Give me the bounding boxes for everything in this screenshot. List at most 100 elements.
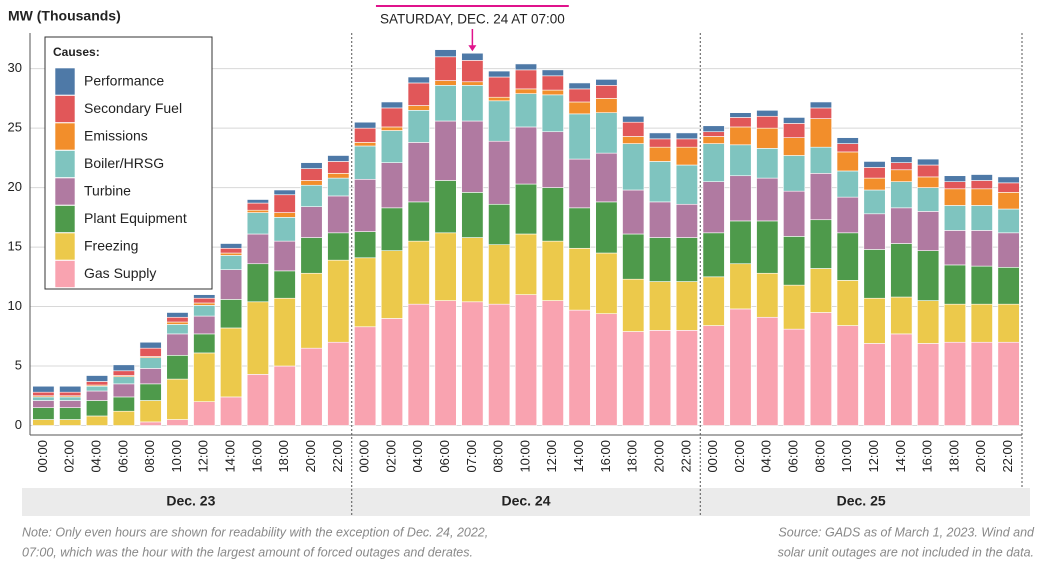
- bar-segment: [809, 118, 832, 148]
- bar-segment: [514, 69, 538, 90]
- bar-segment: [970, 174, 993, 181]
- bar-segment: [380, 126, 403, 131]
- bar-segment: [193, 294, 216, 299]
- bar-segment: [675, 281, 698, 331]
- bar-segment: [729, 112, 752, 118]
- bar-segment: [193, 352, 216, 402]
- x-tick-label: 08:00: [812, 440, 827, 473]
- bar-segment: [246, 233, 269, 265]
- bar-segment: [649, 281, 672, 331]
- bar-segment: [917, 343, 940, 426]
- bar-segment: [622, 136, 645, 144]
- source: solar unit outages are not included in t…: [778, 545, 1034, 559]
- bar-segment: [863, 249, 886, 299]
- bar-segment: [166, 324, 189, 335]
- bar-segment: [327, 195, 350, 234]
- bar-segment: [273, 212, 296, 218]
- bar-segment: [380, 318, 403, 426]
- bar-segment: [595, 201, 618, 254]
- bar-segment: [193, 302, 216, 306]
- bar-segment: [300, 237, 323, 274]
- legend-swatch: [54, 122, 76, 151]
- bar-segment: [568, 101, 591, 115]
- bar-segment: [702, 131, 725, 137]
- bar-segment: [541, 131, 564, 188]
- x-tick-label: 12:00: [196, 440, 211, 473]
- bar-segment: [917, 187, 940, 212]
- bar-segment: [327, 259, 350, 343]
- bar-segment: [970, 265, 993, 305]
- bar-segment: [783, 137, 806, 156]
- bar-segment: [890, 296, 913, 335]
- bar-segment: [380, 130, 403, 163]
- bar-segment: [836, 325, 859, 426]
- bar-segment: [917, 211, 940, 251]
- legend-swatch: [54, 150, 76, 178]
- bar-segment: [675, 203, 698, 238]
- x-tick-label: 14:00: [223, 440, 238, 473]
- bar-segment: [220, 396, 243, 426]
- bar-segment: [863, 343, 886, 426]
- bar-segment: [86, 400, 109, 417]
- bar-segment: [649, 330, 672, 426]
- bar-segment: [809, 268, 832, 313]
- bar-segment: [783, 284, 806, 330]
- bar-segment: [675, 237, 698, 282]
- x-tick-label: 16:00: [598, 440, 613, 473]
- bar-segment: [970, 205, 993, 231]
- bar-segment: [32, 391, 55, 397]
- bar-segment: [220, 255, 243, 270]
- bar-segment: [809, 219, 832, 269]
- bar-segment: [112, 410, 135, 426]
- bar-segment: [729, 117, 752, 128]
- bar-segment: [595, 252, 618, 314]
- bar-segment: [943, 175, 966, 182]
- x-tick-label: 22:00: [1000, 440, 1015, 473]
- bar-segment: [809, 101, 832, 109]
- bar-segment: [407, 240, 430, 305]
- bar-segment: [997, 341, 1020, 426]
- bar-segment: [943, 341, 966, 426]
- bar-segment: [890, 243, 913, 298]
- legend: Causes: Performance Secondary Fuel Emission…: [44, 36, 213, 290]
- bar-segment: [997, 192, 1020, 210]
- x-tick-label: 07:00: [464, 440, 479, 473]
- bar-segment: [354, 326, 377, 426]
- y-tick-label: 0: [15, 417, 22, 432]
- bar-segment: [139, 400, 162, 423]
- bar-segment: [783, 155, 806, 192]
- bar-segment: [514, 294, 538, 426]
- x-tick-label: 06:00: [115, 440, 130, 473]
- bar-segment: [86, 390, 109, 401]
- x-tick-label: 04:00: [410, 440, 425, 473]
- bar-segment: [541, 240, 564, 301]
- bar-segment: [514, 93, 538, 128]
- bar-segment: [193, 315, 216, 335]
- bar-segment: [32, 385, 55, 393]
- bar-segment: [702, 232, 725, 278]
- bar-segment: [622, 331, 645, 426]
- bar-segment: [541, 300, 564, 426]
- bar-segment: [890, 333, 913, 426]
- bar-segment: [488, 76, 511, 98]
- bar-segment: [112, 396, 135, 412]
- bar-segment: [407, 142, 430, 203]
- bar-segment: [273, 217, 296, 242]
- bar-segment: [86, 415, 109, 426]
- bar-segment: [702, 143, 725, 182]
- bar-segment: [112, 370, 135, 376]
- bar-segment: [943, 181, 966, 190]
- bar-segment: [917, 250, 940, 301]
- x-tick-label: 22:00: [330, 440, 345, 473]
- bar-segment: [756, 127, 779, 149]
- bar-segment: [32, 400, 55, 408]
- legend-label: Turbine: [84, 183, 131, 199]
- bar-segment: [488, 96, 511, 102]
- bar-segment: [166, 378, 189, 420]
- bar-segment: [729, 144, 752, 177]
- legend-label: Secondary Fuel: [84, 100, 182, 116]
- bar-segment: [246, 263, 269, 303]
- y-tick-label: 30: [8, 60, 22, 75]
- bar-segment: [595, 85, 618, 99]
- bar-segment: [836, 232, 859, 281]
